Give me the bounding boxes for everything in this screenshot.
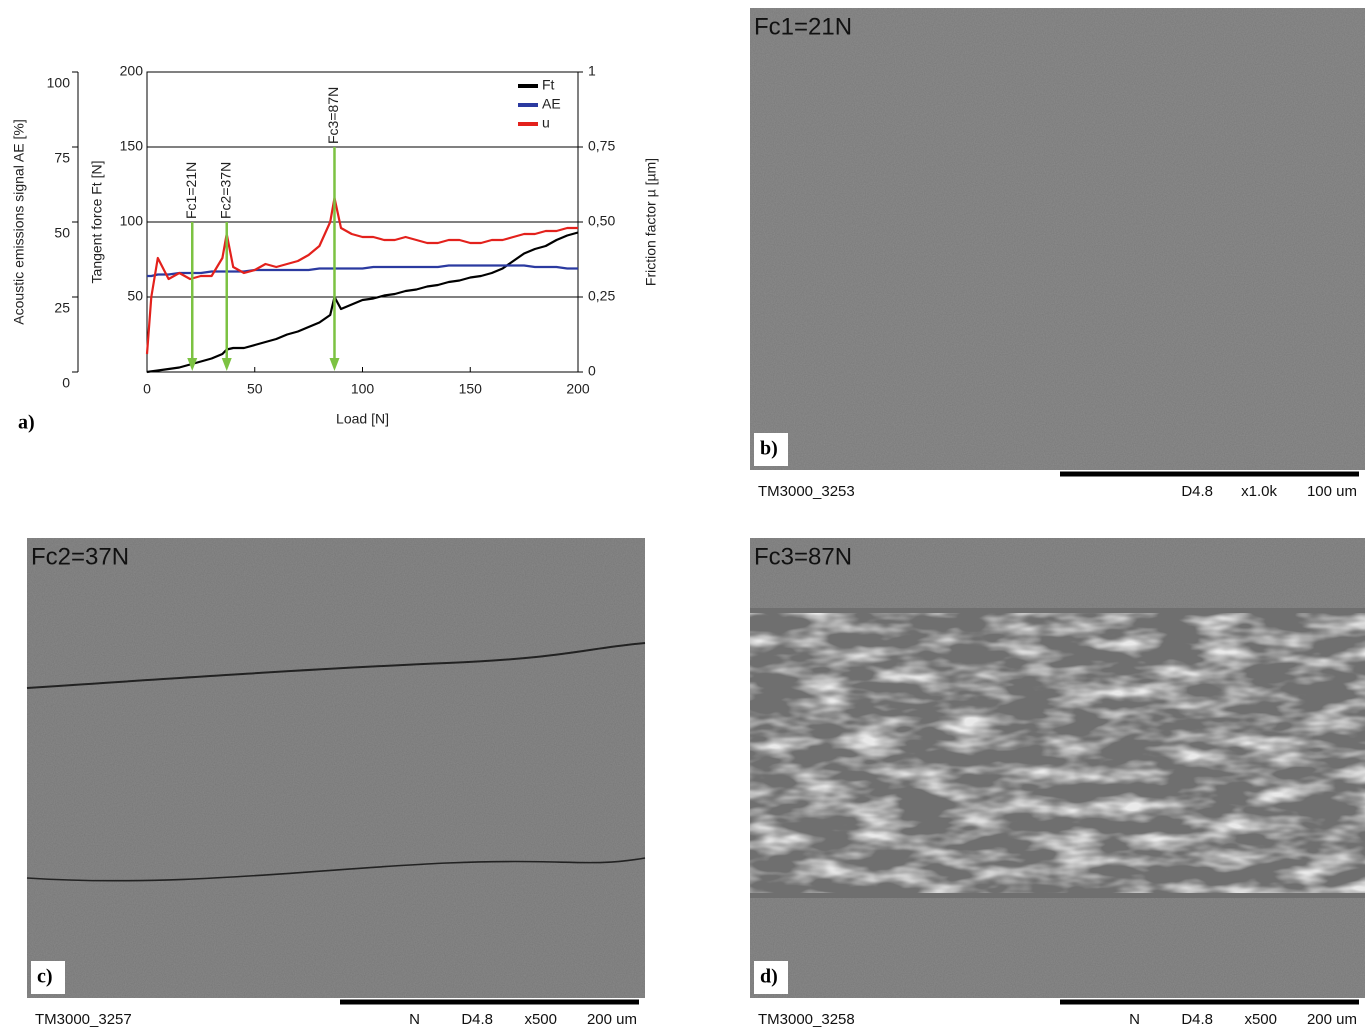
y-tick-label: 50	[127, 288, 143, 304]
sem-image	[750, 8, 1365, 470]
y3-tick-label: 0	[62, 375, 70, 391]
image-info: 200 um	[587, 1011, 637, 1028]
arrow-head	[329, 358, 340, 371]
image-info: N	[1129, 1011, 1140, 1028]
legend-label: u	[542, 115, 550, 131]
image-info: D4.8	[461, 1011, 493, 1028]
image-info: D4.8	[1181, 483, 1213, 500]
file-name: TM3000_3253	[758, 483, 855, 500]
y3-tick-label: 25	[54, 300, 70, 316]
arrow-head	[221, 358, 232, 371]
x-tick-label: 150	[459, 381, 483, 397]
file-name: TM3000_3258	[758, 1011, 855, 1028]
y2-axis-label: Friction factor µ [µm]	[643, 158, 659, 286]
image-caption: Fc3=87N	[754, 543, 852, 570]
chart-panel: 50 100 150 200 0 0,25 0,50 0,75 1 0 25 50 75 100 0 50 10…	[11, 63, 659, 434]
image-caption: Fc2=37N	[31, 543, 129, 570]
panel-label: a)	[18, 412, 35, 434]
y3-tick-label: 100	[47, 75, 71, 91]
image-info: x500	[1244, 1011, 1277, 1028]
x-tick-label: 100	[351, 381, 375, 397]
x-axis-label: Load [N]	[336, 411, 389, 427]
y-tick-label: 200	[120, 63, 144, 79]
x-tick-label: 200	[566, 381, 590, 397]
image-info: N	[409, 1011, 420, 1028]
series-line	[145, 196, 578, 355]
y-tick-label: 150	[120, 138, 144, 154]
x-tick-label: 50	[247, 381, 263, 397]
sem-image	[27, 538, 645, 998]
panel-label: b)	[760, 438, 778, 460]
image-info: x500	[524, 1011, 557, 1028]
image-caption: Fc1=21N	[754, 13, 852, 40]
annotation-label: Fc2=37N	[217, 162, 233, 219]
y2-tick-label: 1	[588, 63, 596, 79]
y2-tick-label: 0,50	[588, 213, 615, 229]
image-info: 200 um	[1307, 1011, 1357, 1028]
image-info: 100 um	[1307, 483, 1357, 500]
legend-label: Ft	[542, 77, 555, 93]
y2-tick-label: 0,75	[588, 138, 615, 154]
y3-tick-label: 75	[54, 150, 70, 166]
y3-tick-label: 50	[54, 225, 70, 241]
image-info: D4.8	[1181, 1011, 1213, 1028]
panel-label-box	[31, 961, 65, 994]
file-name: TM3000_3257	[35, 1011, 132, 1028]
y3-axis-label: Acoustic emissions signal AE [%]	[11, 119, 27, 324]
arrow-head	[187, 358, 198, 371]
panel-label: c)	[37, 966, 53, 988]
y2-tick-label: 0	[588, 363, 596, 379]
panel-label: d)	[760, 966, 778, 988]
image-info: x1.0k	[1241, 483, 1277, 500]
y-tick-label: 100	[120, 213, 144, 229]
crack	[26, 642, 646, 689]
legend-label: AE	[542, 96, 561, 112]
y-axis-label: Tangent force Ft [N]	[89, 161, 105, 284]
crack	[26, 857, 646, 882]
wear-texture	[750, 613, 1365, 893]
annotation-label: Fc3=87N	[325, 87, 341, 144]
panel-label-box	[754, 433, 788, 466]
x-tick-label: 0	[143, 381, 151, 397]
y2-tick-label: 0,25	[588, 288, 615, 304]
series-line	[146, 231, 579, 374]
panel-label-box	[754, 961, 788, 994]
sem-panels: Fc1=21N b) TM3000_3253 D4.8 x1.0k 100 um Fc2=3…	[26, 8, 1365, 1028]
annotation-label: Fc1=21N	[183, 162, 199, 219]
